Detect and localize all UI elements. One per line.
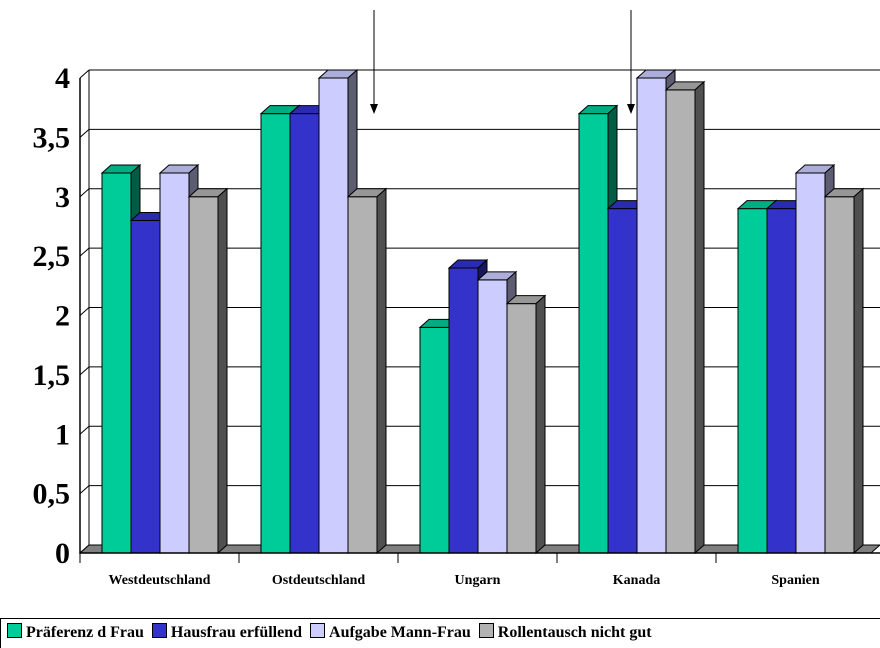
bar-side — [376, 187, 387, 555]
y-tick-label: 0 — [55, 537, 70, 570]
bar-front — [636, 77, 667, 554]
y-tick-label: 2 — [55, 300, 70, 333]
bar-front — [188, 196, 219, 554]
y-tick-label: 1,5 — [33, 359, 71, 392]
legend-label: Präferenz d Frau — [26, 624, 144, 641]
bars-layer — [100, 68, 865, 555]
y-tick-label: 2,5 — [33, 240, 71, 273]
bar-front — [506, 303, 537, 554]
bar-side — [535, 294, 546, 555]
gridline-side — [79, 247, 90, 257]
bar-front — [260, 113, 291, 554]
bar-spanien-4 — [823, 187, 865, 555]
gridline-side — [79, 129, 90, 138]
gridline-side — [79, 485, 90, 494]
x-category-label-kanada: Kanada — [613, 573, 660, 588]
bar-ungarn-4 — [505, 294, 547, 555]
y-tick-label: 0,5 — [33, 478, 71, 511]
bar-front — [101, 172, 132, 554]
bar-front — [347, 196, 378, 554]
legend: Präferenz d Frau Hausfrau erfüllend Aufg… — [0, 618, 880, 648]
legend-item-hausfrau: Hausfrau erfüllend — [151, 623, 303, 642]
bar-side — [853, 187, 864, 555]
legend-swatch — [151, 623, 167, 638]
x-category-label-ostdeutschland: Ostdeutschland — [272, 573, 366, 588]
bar-front — [665, 89, 696, 554]
y-tick-label: 3 — [55, 181, 70, 214]
annotation-arrow-head — [370, 104, 378, 114]
bar-front — [448, 267, 479, 554]
bar-front — [289, 113, 320, 554]
bar-side — [217, 187, 228, 555]
axes — [79, 70, 880, 563]
legend-item-praeferenz: Präferenz d Frau — [7, 623, 144, 642]
y-tick-label: 3,5 — [33, 121, 71, 154]
bar-front — [766, 208, 797, 554]
gridline-side — [79, 188, 90, 198]
gridline-side — [79, 307, 90, 316]
legend-swatch — [310, 623, 326, 638]
gridline-side — [79, 69, 90, 79]
y-tick-label: 1 — [55, 418, 70, 451]
bar-westdeutschland-4 — [187, 187, 229, 555]
x-category-label-westdeutschland: Westdeutschland — [109, 573, 211, 588]
x-category-labels: Westdeutschland Ostdeutschland Ungarn Kanad… — [109, 573, 820, 588]
bar-front — [318, 77, 349, 554]
x-category-label-spanien: Spanien — [771, 573, 819, 588]
bar-front — [737, 208, 768, 554]
legend-item-rollentausch: Rollentausch nicht gut — [478, 623, 652, 642]
bar-side — [694, 80, 705, 555]
legend-swatch — [478, 623, 494, 638]
bar-chart: 0 0,5 1 1,5 2 2,5 3 3,5 4 Westdeutschland Ostdeut… — [33, 10, 880, 588]
y-tick-label: 4 — [55, 62, 70, 95]
bar-kanada-4 — [664, 80, 706, 555]
legend-label: Hausfrau erfüllend — [170, 624, 303, 641]
y-tick-labels: 0 0,5 1 1,5 2 2,5 3 3,5 4 — [33, 62, 71, 570]
legend-swatch — [7, 623, 22, 638]
bar-front — [578, 113, 609, 554]
bar-front — [824, 196, 855, 554]
bar-ostdeutschland-4 — [346, 187, 388, 555]
gridline-side — [79, 366, 90, 376]
legend-label: Aufgabe Mann-Frau — [329, 624, 471, 641]
bar-front — [795, 172, 826, 554]
bar-front — [130, 220, 161, 554]
x-category-label-ungarn: Ungarn — [455, 573, 501, 588]
bar-front — [607, 208, 638, 554]
annotation-arrows — [370, 10, 635, 114]
legend-item-aufgabe: Aufgabe Mann-Frau — [310, 623, 471, 642]
bar-front — [477, 279, 508, 554]
annotation-arrow-head — [627, 104, 635, 114]
legend-label: Rollentausch nicht gut — [497, 624, 652, 641]
bar-front — [419, 326, 450, 554]
gridline-side — [79, 425, 90, 435]
bar-front — [159, 172, 190, 554]
